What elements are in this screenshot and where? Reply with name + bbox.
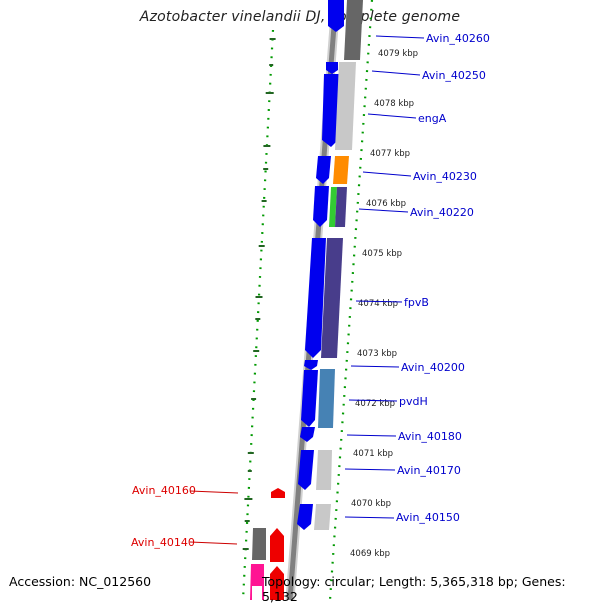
kbp-tick-label: 4072 kbp [355, 399, 395, 409]
gc-skew-bar [269, 64, 274, 66]
gene-label-avin-40220: Avin_40220 [410, 206, 474, 219]
gene-arrow-avin-40220 [313, 186, 329, 227]
pink-block-highlight [252, 586, 262, 600]
accession-text: Accession: NC_012560 [9, 574, 152, 589]
gc-skew-bar [244, 498, 253, 500]
gene-arrow-fpvb [305, 238, 326, 358]
gene-label-avin-40150: Avin_40150 [396, 511, 460, 524]
gc-skew-bar [247, 470, 252, 472]
kbp-tick-label: 4076 kbp [366, 199, 406, 209]
gene-arrow-reverse-next [270, 566, 284, 600]
gc-skew-bar [258, 245, 265, 247]
gc-skew-bar [255, 318, 261, 320]
gene-label-avin-40180: Avin_40180 [398, 430, 462, 443]
gc-skew-bar [263, 168, 269, 170]
cog-block-fpvb [321, 238, 343, 358]
gene-arrow-avin-40160 [271, 488, 285, 498]
kbp-tick-label: 4071 kbp [353, 449, 393, 459]
map-title: Azotobacter vinelandii DJ, complete geno… [139, 9, 461, 25]
gc-content-track [241, 0, 374, 600]
gc-skew-bar [242, 548, 249, 550]
gc-skew-bar [263, 145, 271, 147]
cog-block-pvdh [318, 369, 335, 428]
gene-arrow-avin-40150 [297, 504, 313, 530]
gene-arrow-pvdh [301, 370, 318, 427]
gene-label-fpvb: fpvB [404, 296, 429, 309]
gc-skew-bar [244, 520, 250, 522]
cog-block-avin-40230 [333, 156, 349, 184]
gene-label-avin-40250: Avin_40250 [422, 69, 486, 82]
kbp-tick-label: 4073 kbp [357, 349, 397, 359]
cog-block-avin-40260 [344, 0, 363, 60]
kbp-tick-label: 4079 kbp [378, 49, 418, 59]
gene-arrow-avin-40250 [326, 62, 338, 74]
gc-skew-bars [242, 38, 276, 550]
reverse-strand-genes[interactable] [270, 488, 285, 600]
gene-arrow-avin-40230 [316, 156, 331, 184]
gc-skew-bar [261, 200, 267, 202]
kbp-ticks: 4079 kbp 4078 kbp 4077 kbp 4076 kbp 4075… [350, 49, 418, 559]
gene-arrow-avin-40180 [300, 427, 315, 442]
gene-label-avin-40140: Avin_40140 [131, 536, 195, 549]
kbp-tick-label: 4069 kbp [350, 549, 390, 559]
gc-skew-bar [265, 92, 274, 94]
cog-block-avin-40170 [316, 450, 332, 490]
gene-label-avin-40200: Avin_40200 [401, 361, 465, 374]
gc-skew-bar [269, 38, 276, 40]
gc-skew-bar [251, 398, 257, 400]
kbp-tick-label: 4075 kbp [362, 249, 402, 259]
kbp-tick-label: 4077 kbp [370, 149, 410, 159]
gene-label-avin-40170: Avin_40170 [397, 464, 461, 477]
cog-block-avin-40220-green [329, 187, 337, 227]
gene-label-pvdh: pvdH [399, 395, 428, 408]
gc-skew-bar [253, 350, 260, 352]
cog-block-avin-40220-purple [335, 187, 347, 227]
gene-label-leaders [189, 35, 425, 545]
cog-block-avin-40250 [335, 62, 356, 150]
gene-arrow-avin-40200 [304, 360, 318, 370]
gene-label-enga: engA [418, 112, 447, 125]
kbp-tick-label: 4070 kbp [351, 499, 391, 509]
gene-label-avin-40230: Avin_40230 [413, 170, 477, 183]
gene-arrow-avin-40260 [328, 0, 344, 32]
cog-category-blocks[interactable] [250, 0, 363, 600]
gene-arrow-avin-40140 [270, 528, 284, 562]
gene-arrow-avin-40170 [298, 450, 314, 490]
cog-block-avin-40140 [252, 528, 266, 560]
gene-arrow-enga [322, 74, 340, 147]
gc-skew-bar [255, 296, 263, 298]
kbp-tick-label: 4078 kbp [374, 99, 414, 109]
gene-label-avin-40260: Avin_40260 [426, 32, 490, 45]
gc-skew-bar [247, 452, 254, 454]
gene-label-avin-40160: Avin_40160 [132, 484, 196, 497]
kbp-tick-label: 4074 kbp [358, 299, 398, 309]
cog-block-avin-40150 [314, 504, 331, 530]
forward-strand-genes[interactable] [297, 0, 344, 530]
gene-labels[interactable]: Avin_40260 Avin_40250 engA Avin_40230 Av… [131, 32, 490, 549]
